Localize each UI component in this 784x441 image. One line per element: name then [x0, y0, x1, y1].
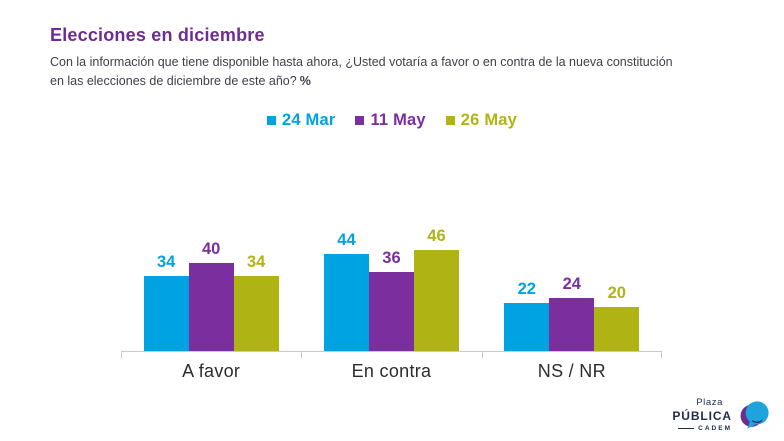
axis-tick — [481, 351, 483, 358]
bar-11-may-en-contra: 36 — [368, 249, 414, 351]
bar-group-en-contra: 44 36 46 — [301, 214, 481, 351]
logo-cadem-label: CADEM — [698, 425, 732, 432]
bar-value-label: 46 — [427, 227, 446, 245]
x-axis-ticks — [121, 351, 662, 358]
category-label-ns-nr: NS / NR — [537, 361, 606, 381]
bar-cluster: 44 36 46 — [323, 227, 459, 351]
bar-value-label: 34 — [156, 253, 176, 271]
legend-label: 11 May — [370, 111, 426, 129]
bar-rect — [188, 263, 234, 351]
bar-group-a-favor: 34 40 34 — [121, 214, 301, 351]
legend-swatch — [266, 116, 276, 125]
survey-question-line2: en las elecciones de diciembre de este a… — [50, 73, 297, 88]
category-label-en-contra: En contra — [351, 361, 432, 381]
logo-cadem-line — [678, 428, 695, 429]
bar-26-may-en-contra: 46 — [413, 227, 459, 351]
category-labels: A favor En contra NS / NR — [121, 361, 662, 382]
bar-value-label: 40 — [201, 240, 221, 258]
bar-11-may-a-favor: 40 — [188, 240, 234, 351]
logo-publica-label: PÚBLICA — [672, 409, 732, 423]
bar-value-label: 20 — [607, 284, 626, 302]
bar-24-mar-a-favor: 34 — [143, 253, 189, 351]
survey-question-line1: Con la información que tiene disponible … — [50, 55, 673, 69]
logo-cadem-row: CADEM — [678, 425, 732, 432]
legend-swatch — [445, 116, 455, 125]
legend-item-11-may: 11 May — [355, 111, 426, 130]
bar-value-label: 36 — [382, 249, 401, 267]
axis-tick — [301, 351, 303, 358]
bar-cluster: 34 40 34 — [143, 240, 279, 351]
bar-value-label: 44 — [337, 231, 356, 249]
chart-legend: 24 Mar 11 May 26 May — [0, 111, 784, 130]
legend-item-26-may: 26 May — [445, 111, 518, 130]
legend-label: 26 May — [460, 111, 518, 129]
logo-text: Plaza PÚBLICA CADEM — [672, 397, 732, 432]
bar-24-mar-en-contra: 44 — [323, 231, 369, 351]
bar-24-mar-ns-nr: 22 — [504, 280, 550, 351]
bar-rect — [233, 276, 279, 351]
speech-bubble-icon — [740, 400, 769, 429]
logo-plaza-label: Plaza — [696, 397, 723, 408]
bar-rect — [413, 250, 459, 351]
x-axis-line — [121, 351, 662, 352]
legend-item-24-mar: 24 Mar — [266, 111, 336, 130]
axis-tick — [121, 351, 122, 358]
bar-rect — [323, 254, 369, 351]
bar-rect — [549, 298, 595, 351]
bar-value-label: 24 — [562, 275, 581, 293]
bar-26-may-a-favor: 34 — [233, 253, 279, 351]
plaza-publica-cadem-logo: Plaza PÚBLICA CADEM — [672, 397, 772, 432]
survey-question: Con la información que tiene disponible … — [50, 53, 745, 91]
bar-group-ns-nr: 22 24 20 — [482, 214, 662, 351]
legend-swatch — [355, 116, 365, 125]
bar-chart: 34 40 34 44 36 46 22 24 20 — [121, 214, 662, 351]
bar-rect — [594, 307, 640, 351]
category-label-a-favor: A favor — [182, 361, 241, 381]
bar-rect — [368, 272, 414, 351]
bar-26-may-ns-nr: 20 — [594, 284, 640, 351]
page-title: Elecciones en diciembre — [50, 25, 265, 45]
bar-11-may-ns-nr: 24 — [549, 275, 595, 351]
bar-rect — [504, 303, 550, 351]
bar-value-label: 34 — [246, 253, 266, 271]
bar-value-label: 22 — [517, 280, 536, 298]
bar-cluster: 22 24 20 — [504, 275, 640, 351]
legend-label: 24 Mar — [281, 111, 336, 129]
axis-tick — [661, 351, 662, 358]
bar-rect — [143, 276, 189, 351]
survey-question-percent: % — [299, 73, 311, 88]
